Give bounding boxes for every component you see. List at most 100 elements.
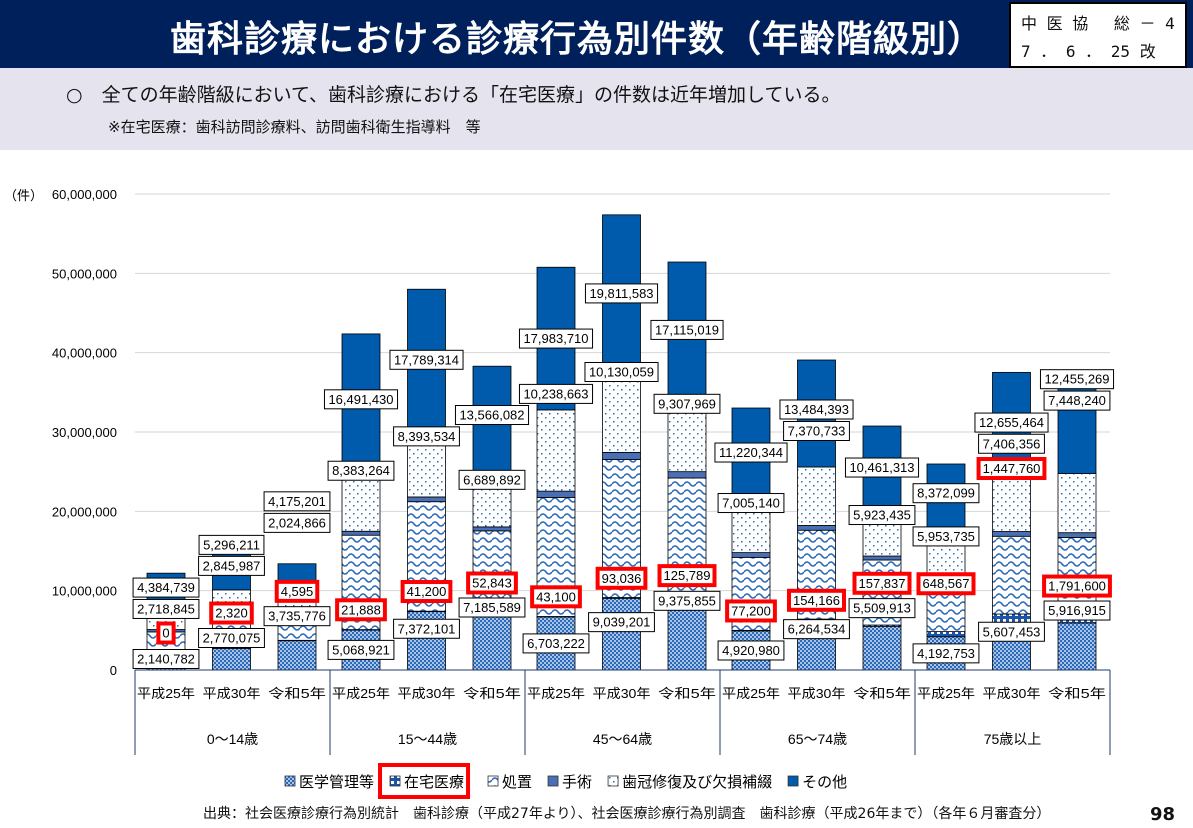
x-category-label: 平成30年 (788, 686, 846, 701)
x-category-label: 平成25年 (722, 686, 780, 701)
home-care-data-label: 93,036 (602, 571, 642, 586)
legend-label: 在宅医療 (404, 774, 464, 791)
data-label: 7,448,240 (1048, 393, 1106, 408)
highlight-label-box (335, 598, 387, 622)
data-label-box (132, 649, 200, 669)
bar-segment (926, 631, 966, 638)
highlight-label-box (725, 599, 777, 623)
data-label: 5,916,915 (1048, 603, 1106, 618)
data-label: 11,220,344 (719, 445, 783, 460)
bar-segment (472, 526, 512, 532)
data-label-box (389, 349, 464, 370)
document-id-box: 中 医 協 総 － 4 7 ． 6 ． 25 改 (1009, 2, 1187, 68)
bar-segment (1057, 622, 1097, 671)
bar-segment (602, 597, 641, 671)
home-care-data-label: 154,166 (793, 593, 840, 608)
bar-segment (862, 625, 902, 671)
data-label: 4,920,980 (722, 643, 780, 658)
data-label: 13,566,082 (459, 408, 524, 423)
highlight-label-box (916, 572, 976, 596)
data-label-box (779, 399, 854, 420)
data-label: 9,039,201 (593, 615, 651, 630)
data-label-box (653, 590, 721, 611)
bar-segment (1057, 374, 1097, 474)
data-label: 17,983,710 (523, 331, 588, 346)
data-label: 5,296,211 (203, 537, 260, 552)
legend-highlight-box (378, 763, 471, 799)
data-label: 6,703,222 (527, 636, 585, 651)
page-title: 歯科診療における診療行為別件数（年齢階級別） (170, 19, 985, 60)
data-label-box (263, 606, 331, 627)
data-label-box (263, 491, 331, 512)
bar-segment (341, 530, 381, 536)
data-label-box (844, 457, 920, 478)
data-label-box (522, 633, 590, 654)
data-label: 12,655,464 (979, 415, 1044, 430)
bar-segment (602, 451, 641, 460)
data-label: 7,406,356 (983, 436, 1041, 451)
bar-segment (731, 552, 771, 558)
data-label-box (912, 643, 980, 664)
data-label: 16,491,430 (328, 392, 393, 407)
bar-segment (536, 490, 576, 498)
data-label-box (198, 555, 265, 576)
data-label: 8,383,264 (332, 463, 390, 478)
home-care-data-label: 0 (162, 626, 169, 641)
data-label-box (327, 639, 395, 660)
data-label-box (912, 483, 980, 504)
data-label-box (393, 618, 460, 639)
data-label: 17,789,314 (394, 352, 459, 367)
data-label: 5,509,913 (853, 601, 911, 616)
home-care-data-label: 41,200 (407, 584, 447, 599)
y-tick-label: 10,000,000 (52, 584, 117, 599)
highlight-label-box (976, 457, 1047, 481)
data-label-box (974, 412, 1049, 433)
highlight-label-box (852, 571, 912, 595)
data-label-box (848, 598, 916, 619)
data-label-box (714, 442, 788, 463)
document-id-line2: 7 ． 6 ． 25 改 (1021, 42, 1156, 61)
data-label-box (653, 393, 721, 414)
data-label-box (650, 319, 724, 340)
home-care-data-label: 43,100 (536, 589, 576, 604)
highlight-label-box (156, 621, 176, 645)
bar-segment (407, 496, 446, 503)
x-category-label: 令和5年 (1048, 686, 1106, 701)
data-label: 7,372,101 (398, 621, 456, 636)
legend-swatch (787, 775, 799, 787)
data-label-box (327, 460, 395, 481)
legend-label: 歯冠修復及び欠損補綴 (622, 774, 772, 791)
data-label: 4,175,201 (268, 494, 326, 509)
source-footnote: 出典：社会医療診療行為別統計 歯科診療（平成27年より）、社会医療診療行為別調査… (203, 806, 1051, 822)
legend-swatch (389, 775, 401, 787)
bar-segment (472, 612, 512, 671)
home-care-data-label: 157,837 (859, 576, 906, 591)
x-group-label: 15～44歳 (398, 731, 457, 747)
data-label-box (978, 621, 1045, 642)
highlight-label-box (657, 564, 717, 588)
x-category-label: 平成30年 (398, 686, 456, 701)
data-label: 7,005,140 (722, 496, 780, 511)
highlight-label-box (274, 579, 320, 603)
data-label: 8,372,099 (917, 486, 975, 501)
bar-segment (1057, 532, 1097, 538)
data-label-box (783, 420, 850, 441)
x-category-label: 平成30年 (203, 686, 261, 701)
legend-label: 処置 (502, 774, 532, 791)
x-category-label: 令和5年 (268, 686, 326, 701)
x-group-label: 45～64歳 (593, 731, 652, 747)
bar-segment (992, 531, 1031, 537)
x-category-label: 平成25年 (137, 686, 195, 701)
data-label: 7,185,589 (463, 600, 521, 615)
data-label-box (978, 433, 1045, 454)
home-care-data-label: 1,447,760 (983, 461, 1041, 476)
x-category-label: 令和5年 (658, 686, 716, 701)
y-axis-unit-label: （件） (4, 188, 43, 203)
legend-label: 手術 (562, 774, 592, 791)
data-label: 9,307,969 (658, 396, 716, 411)
data-label: 9,375,855 (658, 593, 716, 608)
x-group-label: 65～74歳 (788, 731, 847, 747)
data-label: 10,130,059 (589, 365, 654, 380)
legend-swatch (284, 775, 296, 787)
data-label: 4,384,739 (137, 580, 195, 595)
